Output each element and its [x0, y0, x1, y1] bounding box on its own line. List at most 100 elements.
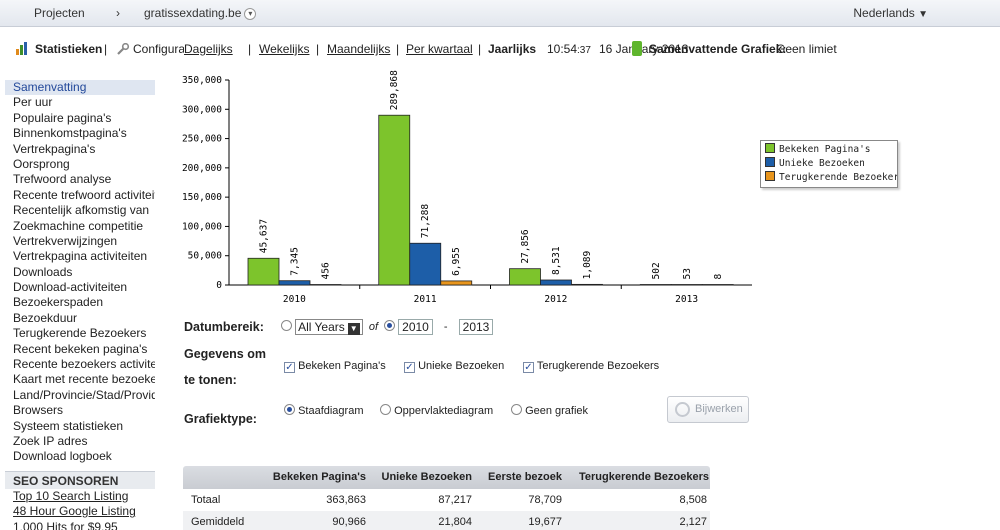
- language-selector[interactable]: Nederlands ▼: [853, 6, 928, 20]
- sidebar-item[interactable]: Samenvatting: [5, 80, 155, 96]
- sidebar-item[interactable]: Recentelijk afkomstig van: [13, 203, 150, 218]
- sidebar-item[interactable]: Download-activiteiten: [13, 280, 128, 295]
- check-pages-group[interactable]: ✓ Bekeken Pagina's: [284, 360, 386, 373]
- sidebar-item[interactable]: Downloads: [13, 264, 73, 279]
- bar: [509, 268, 541, 286]
- sidebar-item[interactable]: Terugkerende Bezoekers: [13, 326, 147, 341]
- sidebar-item[interactable]: Oorsprong: [13, 156, 70, 171]
- table-header-cell: Terugkerende Bezoekers: [578, 471, 709, 483]
- all-years-select[interactable]: All Years ▼: [295, 319, 363, 335]
- pages-checkbox-label[interactable]: Bekeken Pagina's: [298, 360, 386, 372]
- check-unique-group[interactable]: ✓ Unieke Bezoeken: [404, 360, 504, 373]
- seo-sponsor-link[interactable]: Top 10 Search Listing: [13, 488, 129, 503]
- bar-chart-option-label[interactable]: Staafdiagram: [298, 405, 364, 417]
- legend-label: Terugkerende Bezoekers: [779, 172, 898, 183]
- sidebar-item[interactable]: Vertrekverwijzingen: [13, 233, 118, 248]
- weekly-link[interactable]: Wekelijks: [259, 42, 310, 56]
- sidebar-item[interactable]: Per uur: [13, 95, 53, 110]
- breadcrumb-projects[interactable]: Projecten: [34, 6, 85, 20]
- pages-checkbox[interactable]: ✓: [284, 362, 295, 373]
- sidebar-item[interactable]: Binnenkomstpagina's: [13, 126, 127, 141]
- area-chart-option-label[interactable]: Oppervlaktediagram: [394, 405, 494, 417]
- data-to-show-label-line1: Gegevens om: [184, 347, 266, 361]
- check-returning-group[interactable]: ✓ Terugkerende Bezoekers: [523, 360, 659, 373]
- sidebar-item[interactable]: Bezoekerspaden: [13, 295, 104, 310]
- update-button-label[interactable]: Bijwerken: [695, 403, 743, 415]
- bar: [278, 280, 311, 286]
- sidebar-item[interactable]: Bezoekduur: [13, 310, 78, 325]
- sidebar-item[interactable]: Vertrekpagina's: [13, 141, 96, 156]
- sidebar-item[interactable]: Land/Provincie/Stad/Provider: [13, 387, 155, 402]
- configuration-link[interactable]: Configuratie: [133, 42, 198, 56]
- sidebar-item[interactable]: Kaart met recente bezoekers: [13, 372, 155, 387]
- all-years-radio[interactable]: [281, 319, 292, 331]
- returning-checkbox-label[interactable]: Terugkerende Bezoekers: [536, 360, 660, 372]
- table-cell: 363,863: [326, 494, 366, 506]
- bar-chart-option[interactable]: Staafdiagram: [284, 404, 364, 417]
- no-chart-option[interactable]: Geen grafiek: [511, 404, 588, 417]
- all-years-value[interactable]: All Years: [298, 320, 345, 334]
- summary-chart-label: Samenvattende Grafiek:: [649, 42, 787, 56]
- bar-chart-radio[interactable]: [284, 404, 295, 415]
- summary-chart-value[interactable]: Geen limiet: [776, 42, 837, 56]
- site-name[interactable]: gratissexdating.be: [144, 6, 242, 20]
- y-tick-label: 250,000: [182, 134, 222, 145]
- area-chart-radio[interactable]: [380, 404, 391, 415]
- breadcrumb-site[interactable]: gratissexdating.be ▾: [144, 6, 257, 20]
- legend-swatch-returning: [765, 171, 775, 181]
- sidebar-item[interactable]: Trefwoord analyse: [13, 172, 112, 187]
- monthly-link[interactable]: Maandelijks: [327, 42, 391, 56]
- toolbar-separator: |: [478, 42, 482, 56]
- sidebar-item[interactable]: Recente bezoekers activiteit: [13, 357, 155, 372]
- returning-checkbox[interactable]: ✓: [523, 362, 534, 373]
- language-label[interactable]: Nederlands: [853, 6, 915, 20]
- area-chart-option[interactable]: Oppervlaktediagram: [380, 404, 493, 417]
- sidebar-item[interactable]: Zoekmachine competitie: [13, 218, 144, 233]
- bar: [409, 242, 442, 286]
- sidebar-item[interactable]: Browsers: [13, 403, 64, 418]
- language-chevron-icon[interactable]: ▼: [918, 9, 928, 20]
- bar: [378, 114, 411, 286]
- seo-sponsor-link[interactable]: 48 Hour Google Listing: [13, 504, 136, 519]
- sidebar-item[interactable]: Recente trefwoord activiteit: [13, 187, 155, 202]
- sidebar-item[interactable]: Vertrekpagina activiteiten: [13, 249, 148, 264]
- sidebar-item[interactable]: Systeem statistieken: [13, 418, 124, 433]
- sidebar-item[interactable]: Recent bekeken pagina's: [13, 341, 148, 356]
- chart-legend: Bekeken Pagina's Unieke Bezoeken Terugke…: [760, 140, 898, 188]
- unique-checkbox[interactable]: ✓: [404, 362, 415, 373]
- legend-label: Bekeken Pagina's: [779, 144, 871, 155]
- no-chart-radio[interactable]: [511, 404, 522, 415]
- date-range-controls: All Years ▼ of 2010 - 2013: [281, 319, 494, 335]
- data-to-show-label-line2: te tonen:: [184, 373, 237, 387]
- data-label: 456: [321, 262, 332, 279]
- update-button[interactable]: Bijwerken: [667, 396, 749, 423]
- year-range-radio[interactable]: [384, 319, 396, 331]
- sidebar-item[interactable]: Download logboek: [13, 449, 112, 464]
- current-time: 10:54:37: [547, 42, 591, 56]
- from-year-input[interactable]: 2010: [398, 319, 433, 335]
- data-label: 502: [651, 262, 662, 279]
- table-header-cell: Unieke Bezoeken: [381, 471, 472, 483]
- data-label: 53: [682, 268, 693, 279]
- sidebar-item[interactable]: Populaire pagina's: [13, 110, 112, 125]
- quarterly-link[interactable]: Per kwartaal: [406, 42, 473, 56]
- table-cell-label: Gemiddeld: [191, 516, 245, 528]
- to-year-input[interactable]: 2013: [458, 319, 494, 335]
- table-cell: 2,127: [679, 516, 707, 528]
- site-dropdown-icon[interactable]: ▾: [244, 7, 257, 20]
- bar: [670, 284, 703, 286]
- daily-link[interactable]: Dagelijks: [184, 42, 233, 56]
- no-chart-option-label[interactable]: Geen grafiek: [525, 405, 589, 417]
- select-arrow-icon[interactable]: ▼: [347, 323, 360, 335]
- yearly-link[interactable]: Jaarlijks: [488, 42, 537, 56]
- statistics-link[interactable]: Statistieken: [35, 42, 103, 56]
- unique-checkbox-label[interactable]: Unieke Bezoeken: [418, 360, 505, 372]
- time-seconds: :37: [577, 45, 591, 56]
- breadcrumb-separator: ›: [116, 6, 120, 20]
- date-range-label: Datumbereik:: [184, 320, 264, 334]
- sidebar-item[interactable]: Zoek IP adres: [13, 433, 88, 448]
- data-label: 289,868: [389, 70, 400, 110]
- table-cell: 90,966: [332, 516, 366, 528]
- seo-sponsor-link[interactable]: 1,000 Hits for $9.95: [13, 519, 118, 530]
- bar: [309, 284, 342, 286]
